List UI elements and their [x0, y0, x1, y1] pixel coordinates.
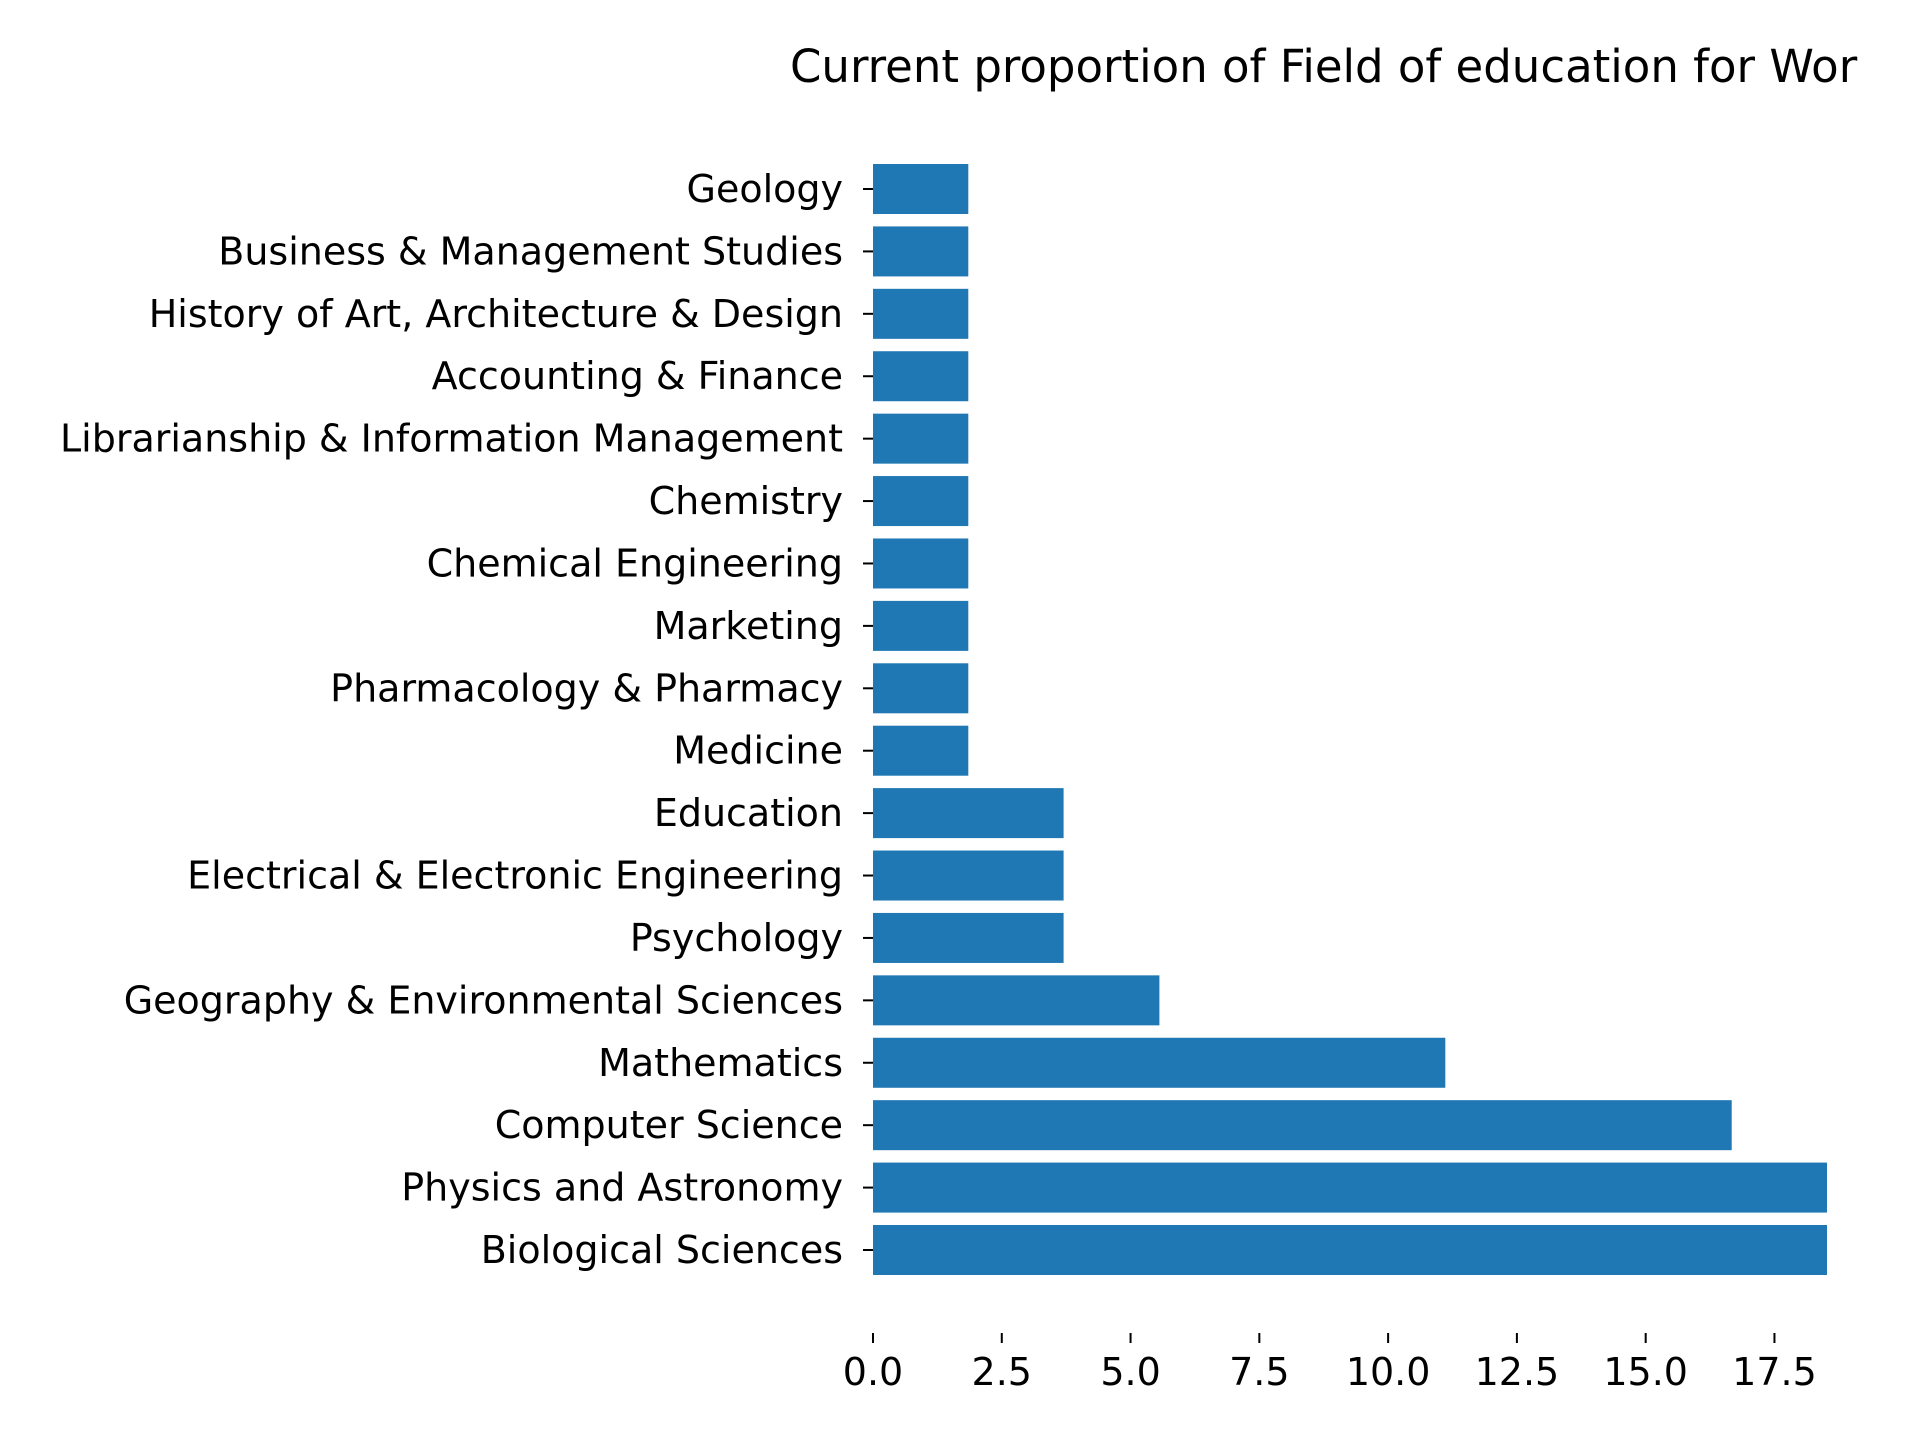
y-tick-label: Education — [654, 791, 843, 835]
bar — [873, 1162, 1827, 1213]
y-tick-label: Chemistry — [649, 479, 843, 523]
y-tick-label: Physics and Astronomy — [401, 1166, 843, 1210]
x-tick-label: 10.0 — [1346, 1350, 1431, 1394]
bar — [873, 663, 969, 714]
y-tick-label: Marketing — [654, 604, 843, 648]
bar — [873, 538, 969, 589]
y-tick-label: Medicine — [673, 729, 843, 773]
bars-group — [873, 164, 1827, 1275]
bar — [873, 226, 969, 277]
y-tick-label: Geology — [687, 167, 844, 211]
bar — [873, 351, 969, 402]
bar — [873, 600, 969, 651]
bar — [873, 725, 969, 776]
y-tick-label: Business & Management Studies — [218, 229, 843, 273]
bar — [873, 912, 1064, 963]
x-tick-label: 0.0 — [843, 1350, 903, 1394]
y-tick-label: History of Art, Architecture & Design — [149, 292, 843, 336]
bar — [873, 476, 969, 527]
x-tick-label: 7.5 — [1229, 1350, 1289, 1394]
x-tick-label: 2.5 — [972, 1350, 1032, 1394]
y-tick-label: Computer Science — [495, 1103, 843, 1147]
x-tick-label: 12.5 — [1475, 1350, 1560, 1394]
y-tick-label: Geography & Environmental Sciences — [124, 978, 843, 1022]
y-tick-label: Mathematics — [598, 1041, 843, 1085]
bar — [873, 1225, 1827, 1275]
y-tick-label: Electrical & Electronic Engineering — [187, 854, 843, 898]
y-tick-label: Accounting & Finance — [432, 354, 843, 398]
bar — [873, 413, 969, 464]
y-tick-label: Pharmacology & Pharmacy — [330, 666, 843, 710]
chart-title: Current proportion of Field of education… — [790, 40, 1858, 93]
x-tick-label: 17.5 — [1732, 1350, 1817, 1394]
x-tick-label: 15.0 — [1603, 1350, 1688, 1394]
x-tick-label: 5.0 — [1100, 1350, 1160, 1394]
bar — [873, 164, 969, 214]
x-axis: 0.0 2.5 5.0 7.5 10.0 12.5 15.0 17.5 — [843, 1333, 1817, 1394]
bar — [873, 788, 1064, 839]
y-axis-labels: Geology Business & Management Studies Hist… — [60, 167, 873, 1272]
bar — [873, 975, 1160, 1026]
bar — [873, 288, 969, 339]
bar — [873, 1100, 1732, 1151]
bar — [873, 850, 1064, 901]
y-tick-label: Chemical Engineering — [427, 541, 843, 585]
y-tick-label: Biological Sciences — [481, 1228, 843, 1272]
y-tick-label: Psychology — [630, 916, 843, 960]
y-tick-label: Librarianship & Information Management — [60, 417, 843, 461]
bar — [873, 1037, 1446, 1088]
